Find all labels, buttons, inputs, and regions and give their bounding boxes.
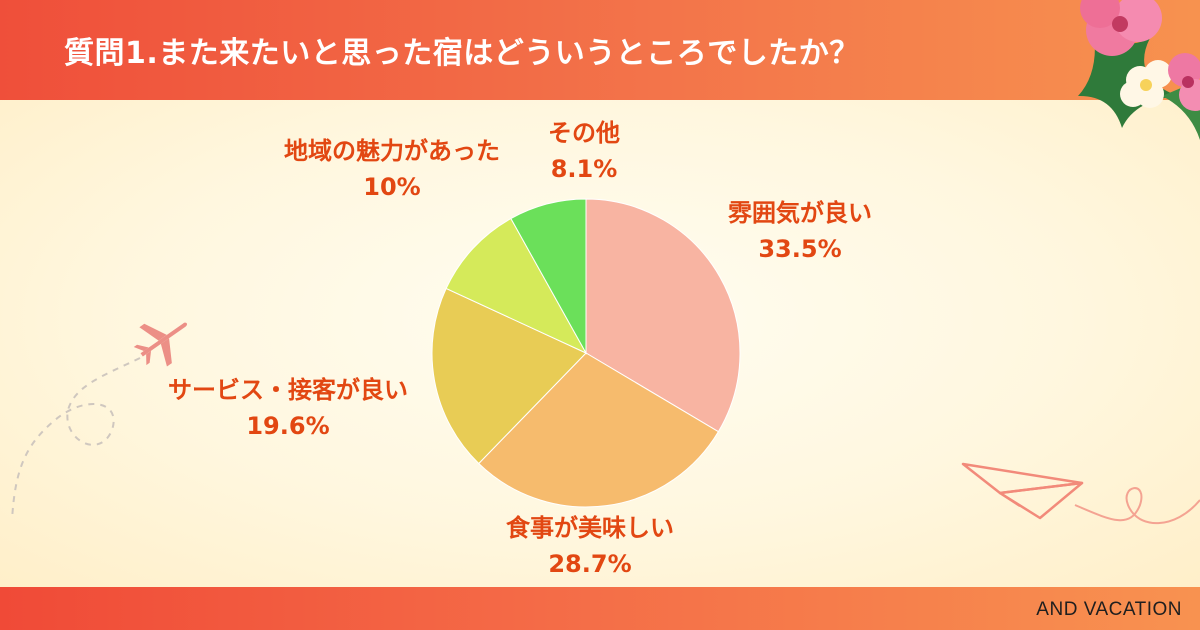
page-title: 質問1.また来たいと思った宿はどういうところでしたか？ xyxy=(64,36,860,71)
slice-label-region: 地域の魅力があった 10% xyxy=(284,133,500,205)
slice-value: 28.7% xyxy=(548,550,632,578)
slice-value: 10% xyxy=(363,173,421,201)
brand-name: AND VACATION xyxy=(1036,599,1182,620)
pie-slice-4 xyxy=(510,198,587,355)
slice-category: 地域の魅力があった xyxy=(284,137,500,165)
slice-category: 食事が美味しい xyxy=(506,514,674,542)
slice-label-service: サービス・接客が良い 19.6% xyxy=(168,372,408,444)
header-band xyxy=(0,0,1200,100)
slice-label-other: その他 8.1% xyxy=(548,115,620,187)
slice-value: 33.5% xyxy=(758,235,842,263)
slice-value: 8.1% xyxy=(550,155,618,183)
footer-band xyxy=(0,587,1200,630)
slice-label-atmosphere: 雰囲気が良い 33.5% xyxy=(728,195,872,267)
slice-label-food: 食事が美味しい 28.7% xyxy=(506,510,674,582)
pie-slice-1 xyxy=(478,352,720,508)
pie-slice-0 xyxy=(585,198,741,433)
slice-category: 雰囲気が良い xyxy=(728,199,872,227)
pie-slice-3 xyxy=(445,217,588,355)
pie-slice-2 xyxy=(431,287,587,465)
slice-category: サービス・接客が良い xyxy=(168,376,408,404)
slice-category: その他 xyxy=(548,119,620,147)
slice-value: 19.6% xyxy=(246,412,330,440)
